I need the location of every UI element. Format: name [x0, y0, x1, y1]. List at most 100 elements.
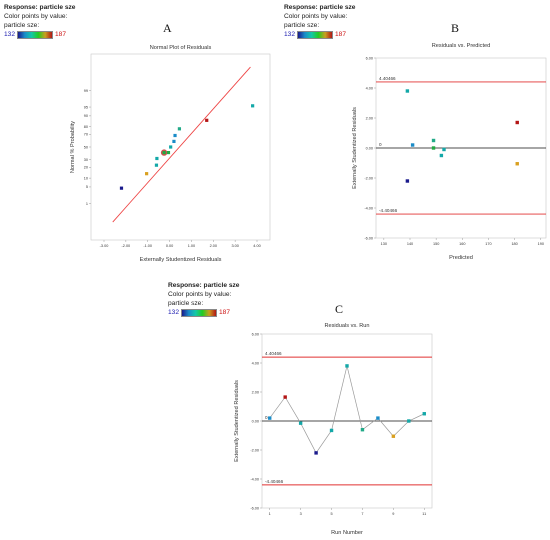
y-tick-label: 6.00 — [252, 332, 259, 336]
x-axis-label: Externally Studentized Residuals — [140, 257, 222, 263]
x-tick-label: 1.00 — [188, 244, 195, 248]
data-point — [169, 145, 173, 149]
data-point — [391, 434, 396, 438]
legend-low-value: 132 — [284, 31, 296, 38]
x-tick-label: -1.00 — [143, 244, 152, 248]
data-point — [442, 147, 446, 152]
x-tick-label: 7 — [361, 512, 363, 516]
legend-color-scale: 132 187 — [284, 30, 355, 39]
legend-color-scale: 132 187 — [168, 308, 239, 317]
y-tick-label: 90 — [84, 114, 88, 118]
panel-label-a: A — [163, 21, 172, 35]
legend-color-by: Color points by value: — [4, 13, 68, 20]
chart-title: Normal Plot of Residuals — [150, 45, 212, 51]
x-tick-label: -2.00 — [122, 244, 131, 248]
y-axis-label: Externally Studentized Residuals — [352, 107, 358, 189]
lower-limit-label: -4.40466 — [265, 479, 284, 484]
data-point — [172, 139, 176, 144]
y-tick-label: 2.00 — [366, 116, 373, 120]
x-axis-label: Run Number — [331, 530, 363, 536]
data-point — [283, 395, 287, 399]
legend-high-value: 187 — [335, 31, 347, 38]
data-point — [177, 127, 182, 131]
y-tick-label: 1 — [86, 202, 88, 206]
x-tick-label: 3 — [300, 512, 302, 516]
zero-label: 0 — [265, 415, 268, 420]
y-tick-label: 50 — [84, 145, 88, 149]
color-gradient-bar — [181, 308, 218, 317]
color-gradient-bar — [297, 30, 334, 39]
panel-label-b: B — [451, 21, 460, 35]
data-point — [515, 120, 519, 125]
plot-frame — [90, 53, 271, 241]
lower-limit-label: -4.40466 — [379, 208, 398, 213]
y-axis-label: Normal % Probability — [70, 121, 76, 173]
y-tick-label: 2.00 — [252, 390, 259, 394]
x-tick-label: 3.00 — [231, 244, 238, 248]
legend-color-by: Color points by value: — [168, 291, 232, 298]
chart-title: Residuals vs. Run — [324, 323, 369, 329]
x-tick-label: 5 — [330, 512, 332, 516]
data-point — [329, 428, 334, 433]
panel-label-c: C — [335, 302, 344, 316]
y-tick-label: 99 — [84, 89, 88, 93]
data-point — [410, 143, 415, 147]
data-point — [376, 416, 380, 420]
x-tick-label: -3.00 — [100, 244, 109, 248]
data-point — [345, 364, 349, 368]
plot-frame — [375, 57, 547, 239]
color-gradient-bar — [17, 30, 54, 39]
y-tick-label: 4.00 — [252, 361, 259, 365]
x-tick-label: 2.00 — [210, 244, 217, 248]
legend-panel-a: Response: particle sze Color points by v… — [4, 3, 75, 39]
y-tick-label: -6.00 — [364, 236, 373, 240]
y-tick-label: -2.00 — [250, 448, 259, 452]
x-tick-label: 4.00 — [253, 244, 260, 248]
legend-low-value: 132 — [4, 31, 16, 38]
y-tick-label: -6.00 — [250, 506, 259, 510]
y-tick-label: 0.00 — [252, 419, 259, 423]
plot-frame — [261, 333, 433, 509]
x-axis-label: Predicted — [449, 255, 473, 261]
y-tick-label: 5 — [86, 185, 88, 189]
data-point — [268, 416, 272, 420]
data-point — [515, 162, 519, 166]
data-point — [173, 133, 177, 138]
legend-panel-c: Response: particle sze Color points by v… — [168, 281, 239, 317]
legend-response: Response: particle sze — [168, 282, 240, 289]
data-point — [154, 163, 159, 167]
fit-line — [112, 66, 251, 223]
chart-title: Residuals vs. Predicted — [432, 43, 490, 49]
y-tick-label: -4.00 — [250, 477, 259, 481]
data-point — [314, 451, 318, 455]
highlight-point — [160, 149, 168, 156]
y-axis-label: Externally Studentized Residuals — [234, 380, 240, 462]
upper-limit-label: 4.40466 — [379, 76, 396, 81]
zero-label: 0 — [379, 142, 382, 147]
upper-limit-label: 4.40466 — [265, 351, 282, 356]
y-tick-label: 95 — [84, 105, 88, 109]
data-point — [405, 89, 410, 93]
legend-variable: particle sze: — [284, 22, 320, 29]
x-tick-label: 160 — [459, 242, 465, 246]
data-point — [431, 138, 436, 143]
x-tick-label: 180 — [511, 242, 517, 246]
data-point — [431, 146, 436, 150]
data-point — [251, 104, 255, 108]
y-tick-label: 10 — [84, 176, 88, 180]
x-tick-label: 9 — [392, 512, 394, 516]
data-point — [407, 419, 411, 423]
x-tick-label: 0.00 — [166, 244, 173, 248]
legend-variable: particle sze: — [168, 300, 204, 307]
x-tick-label: 130 — [381, 242, 387, 246]
y-tick-label: 6.00 — [366, 56, 373, 60]
data-point — [155, 156, 159, 161]
data-point — [298, 421, 303, 425]
data-point — [422, 412, 426, 416]
y-tick-label: 20 — [84, 166, 88, 170]
series-line — [269, 365, 425, 454]
x-tick-label: 190 — [538, 242, 544, 246]
data-point — [405, 179, 410, 183]
x-tick-label: 170 — [485, 242, 491, 246]
